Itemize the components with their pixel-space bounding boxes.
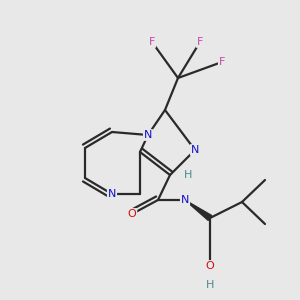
Text: N: N bbox=[191, 145, 199, 155]
Text: O: O bbox=[206, 261, 214, 271]
Text: N: N bbox=[181, 195, 189, 205]
Text: F: F bbox=[219, 57, 225, 67]
Text: N: N bbox=[144, 130, 152, 140]
Text: N: N bbox=[108, 189, 116, 199]
Text: F: F bbox=[197, 37, 203, 47]
Text: F: F bbox=[149, 37, 155, 47]
Text: O: O bbox=[128, 209, 136, 219]
Text: H: H bbox=[206, 280, 214, 290]
Polygon shape bbox=[185, 200, 212, 220]
Text: H: H bbox=[184, 170, 192, 180]
